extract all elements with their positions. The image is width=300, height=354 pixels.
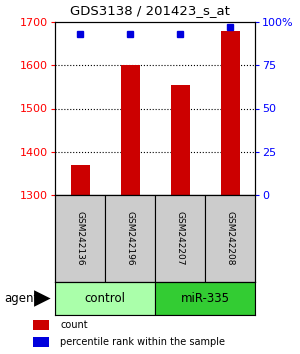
Polygon shape <box>34 290 51 307</box>
Bar <box>121 65 140 195</box>
Bar <box>220 31 239 195</box>
Bar <box>55 195 105 282</box>
Text: control: control <box>85 292 125 305</box>
Text: agent: agent <box>4 292 39 305</box>
Bar <box>33 337 49 347</box>
Text: GSM242208: GSM242208 <box>226 211 235 266</box>
Text: GDS3138 / 201423_s_at: GDS3138 / 201423_s_at <box>70 5 230 17</box>
Bar <box>205 195 255 282</box>
Text: percentile rank within the sample: percentile rank within the sample <box>60 337 225 347</box>
Bar <box>155 282 255 315</box>
Bar <box>70 165 89 195</box>
Text: GSM242207: GSM242207 <box>176 211 184 266</box>
Bar <box>170 85 190 195</box>
Bar <box>33 320 49 330</box>
Bar <box>155 195 205 282</box>
Text: miR-335: miR-335 <box>181 292 230 305</box>
Text: GSM242196: GSM242196 <box>125 211 134 266</box>
Bar <box>55 282 155 315</box>
Text: GSM242136: GSM242136 <box>76 211 85 266</box>
Bar <box>105 195 155 282</box>
Text: count: count <box>60 320 88 330</box>
